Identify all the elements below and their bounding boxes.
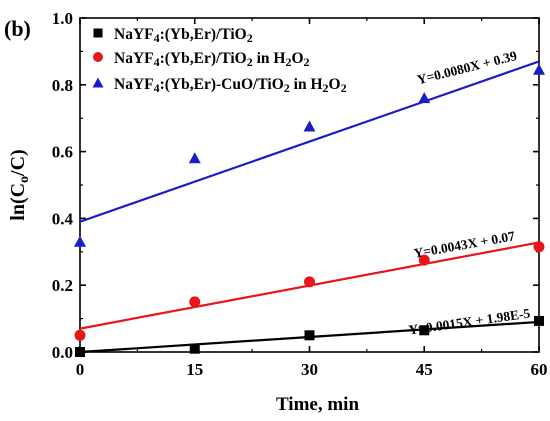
legend-label-part: 4 xyxy=(154,81,160,95)
legend-label-part: NaYF xyxy=(114,50,154,67)
x-axis-label: Time, min xyxy=(276,394,359,415)
legend-label-part: 2 xyxy=(341,81,347,95)
x-tick-label: 30 xyxy=(301,360,318,379)
legend-label-series-1: NaYF4:(Yb,Er)/TiO2 xyxy=(114,26,253,45)
legend-label-part: 2 xyxy=(323,81,329,95)
x-tick-label: 0 xyxy=(76,360,85,379)
legend-marker-series-1 xyxy=(93,28,103,38)
data-point-series-1 xyxy=(304,330,315,341)
data-point-series-2 xyxy=(418,254,430,266)
plot-area: 0 15 30 45 60 0.0 0.2 0.4 0.6 0.8 1.0 Time, min ln(C… xyxy=(4,9,548,415)
legend-label-series-3: NaYF4:(Yb,Er)-CuO/TiO2 in H2O2 xyxy=(114,76,347,95)
legend-label-part: :(Yb,Er)-CuO/TiO xyxy=(160,76,284,93)
data-point-series-3 xyxy=(74,235,86,247)
legend-marker-series-3 xyxy=(92,77,104,88)
y-tick-label: 1.0 xyxy=(52,9,73,28)
y-tick-label: 0.2 xyxy=(52,276,73,295)
data-point-series-2 xyxy=(533,241,545,253)
y-axis-label-part: ln(C xyxy=(7,183,29,221)
legend-marker-series-2 xyxy=(93,52,103,62)
legend-label-series-2: NaYF4:(Yb,Er)/TiO2 in H2O2 xyxy=(114,50,310,69)
data-point-series-1 xyxy=(75,347,85,357)
legend-label-part: NaYF xyxy=(114,26,154,43)
y-axis-label-part: o xyxy=(17,176,32,183)
legend-label-part: 2 xyxy=(285,55,291,69)
x-tick-label: 45 xyxy=(416,360,433,379)
legend-label-part: O xyxy=(291,50,303,67)
data-point-series-3 xyxy=(533,63,545,75)
legend-label-part: :(Yb,Er)/TiO xyxy=(160,26,247,43)
legend-label-part: 2 xyxy=(284,81,290,95)
data-point-series-2 xyxy=(304,276,315,288)
data-point-series-3 xyxy=(418,92,431,104)
data-point-series-2 xyxy=(74,329,86,341)
fit-equation-series-1: Y=0.0015X + 1.98E-5 xyxy=(408,306,532,338)
x-tick-label: 15 xyxy=(186,360,203,379)
legend-label-part: 4 xyxy=(154,31,160,45)
legend-label-part: NaYF xyxy=(114,76,154,93)
fit-equation-series-3: Y=0.0080X + 0.39 xyxy=(415,48,518,87)
legend-label-part: in H xyxy=(253,50,286,67)
y-tick-label: 0.6 xyxy=(52,143,73,162)
data-point-series-2 xyxy=(189,296,201,308)
y-axis-label-part: /C) xyxy=(7,149,29,177)
legend-label-part: 4 xyxy=(154,55,160,69)
data-point-series-3 xyxy=(188,152,201,164)
y-tick-label: 0.8 xyxy=(52,76,73,95)
data-point-series-1 xyxy=(189,343,200,354)
legend-label-part: O xyxy=(329,76,341,93)
y-tick-label: 0.0 xyxy=(52,343,73,362)
legend-label-part: in H xyxy=(290,76,323,93)
legend-label-part: 2 xyxy=(247,31,253,45)
y-tick-label: 0.4 xyxy=(52,209,74,228)
data-point-series-3 xyxy=(303,120,316,132)
data-point-series-1 xyxy=(419,325,430,336)
legend-label-part: 2 xyxy=(304,55,310,69)
y-axis-label: ln(Co/C) xyxy=(7,149,32,220)
legend-label-part: 2 xyxy=(247,55,253,69)
fit-line-series-3 xyxy=(79,60,540,223)
panel-label: (b) xyxy=(4,16,31,41)
x-tick-label: 60 xyxy=(531,360,548,379)
data-point-series-1 xyxy=(534,315,544,326)
legend-label-part: :(Yb,Er)/TiO xyxy=(160,50,247,67)
